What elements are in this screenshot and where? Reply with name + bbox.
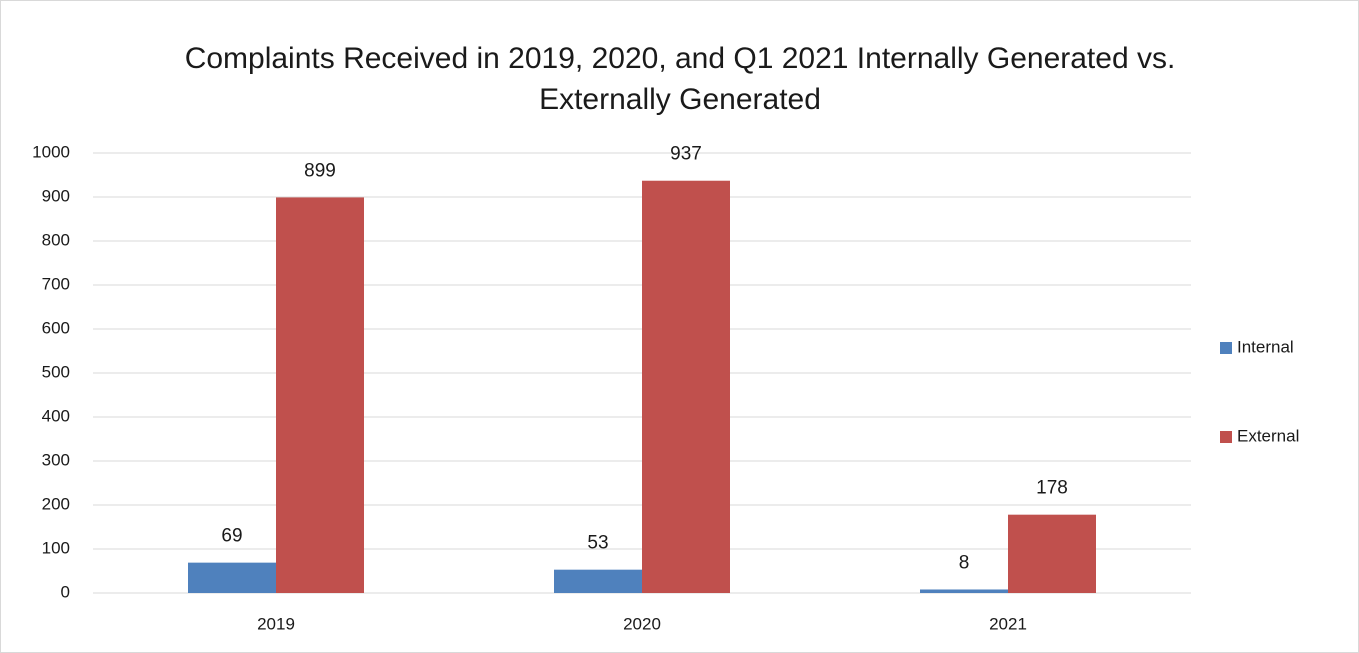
x-tick-label: 2019 (257, 614, 295, 633)
x-tick-label: 2021 (989, 614, 1027, 633)
y-tick-label: 300 (42, 450, 70, 469)
y-tick-label: 1000 (32, 142, 70, 161)
y-tick-label: 200 (42, 494, 70, 513)
y-tick-label: 800 (42, 230, 70, 249)
legend-swatch (1220, 342, 1232, 354)
y-tick-label: 600 (42, 318, 70, 337)
value-label: 899 (304, 160, 336, 181)
y-tick-label: 100 (42, 538, 70, 557)
y-tick-label: 900 (42, 186, 70, 205)
bar (554, 569, 642, 593)
bar (188, 562, 276, 593)
y-tick-label: 700 (42, 274, 70, 293)
bar (1008, 514, 1096, 593)
value-label: 8 (959, 552, 970, 573)
legend-label: External (1237, 426, 1299, 445)
legend-label: Internal (1237, 337, 1294, 356)
y-tick-label: 500 (42, 362, 70, 381)
legend-swatch (1220, 431, 1232, 443)
bar (920, 589, 1008, 593)
value-label: 53 (587, 533, 608, 554)
value-label: 937 (670, 144, 702, 165)
bar (642, 180, 730, 593)
value-label: 69 (221, 526, 242, 547)
x-tick-label: 2020 (623, 614, 661, 633)
value-label: 178 (1036, 478, 1068, 499)
y-tick-label: 0 (61, 582, 70, 601)
chart-title: Complaints Received in 2019, 2020, and Q… (184, 42, 1176, 116)
bar (276, 197, 364, 593)
y-tick-label: 400 (42, 406, 70, 425)
